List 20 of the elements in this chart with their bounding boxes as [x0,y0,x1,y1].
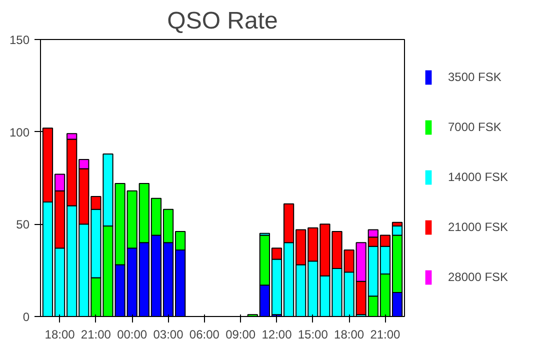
legend-label: 3500 FSK [448,70,502,84]
y-tick-label: 150 [9,33,30,47]
x-tick-label: 06:00 [189,328,220,342]
x-tick-label: 18:00 [44,328,76,342]
x-tick-label: 21:00 [80,328,112,342]
y-tick-label: 0 [22,310,30,324]
legend-label: 28000 FSK [448,270,508,284]
legend-label: 14000 FSK [448,170,508,184]
x-tick-label: 09:00 [226,328,256,342]
x-tick-label: 12:00 [262,328,292,342]
y-tick-label: 50 [16,218,30,232]
y-tick-label: 100 [9,125,30,140]
x-tick-label: 15:00 [298,328,328,342]
chart-title: QSO Rate [167,8,278,34]
x-tick-label: 03:00 [153,328,184,342]
x-tick-label: 00:00 [117,328,148,342]
legend-label: 21000 FSK [448,220,508,234]
x-tick-label: 21:00 [370,328,401,342]
legend-label: 7000 FSK [448,120,502,134]
x-tick-label: 18:00 [334,328,364,342]
